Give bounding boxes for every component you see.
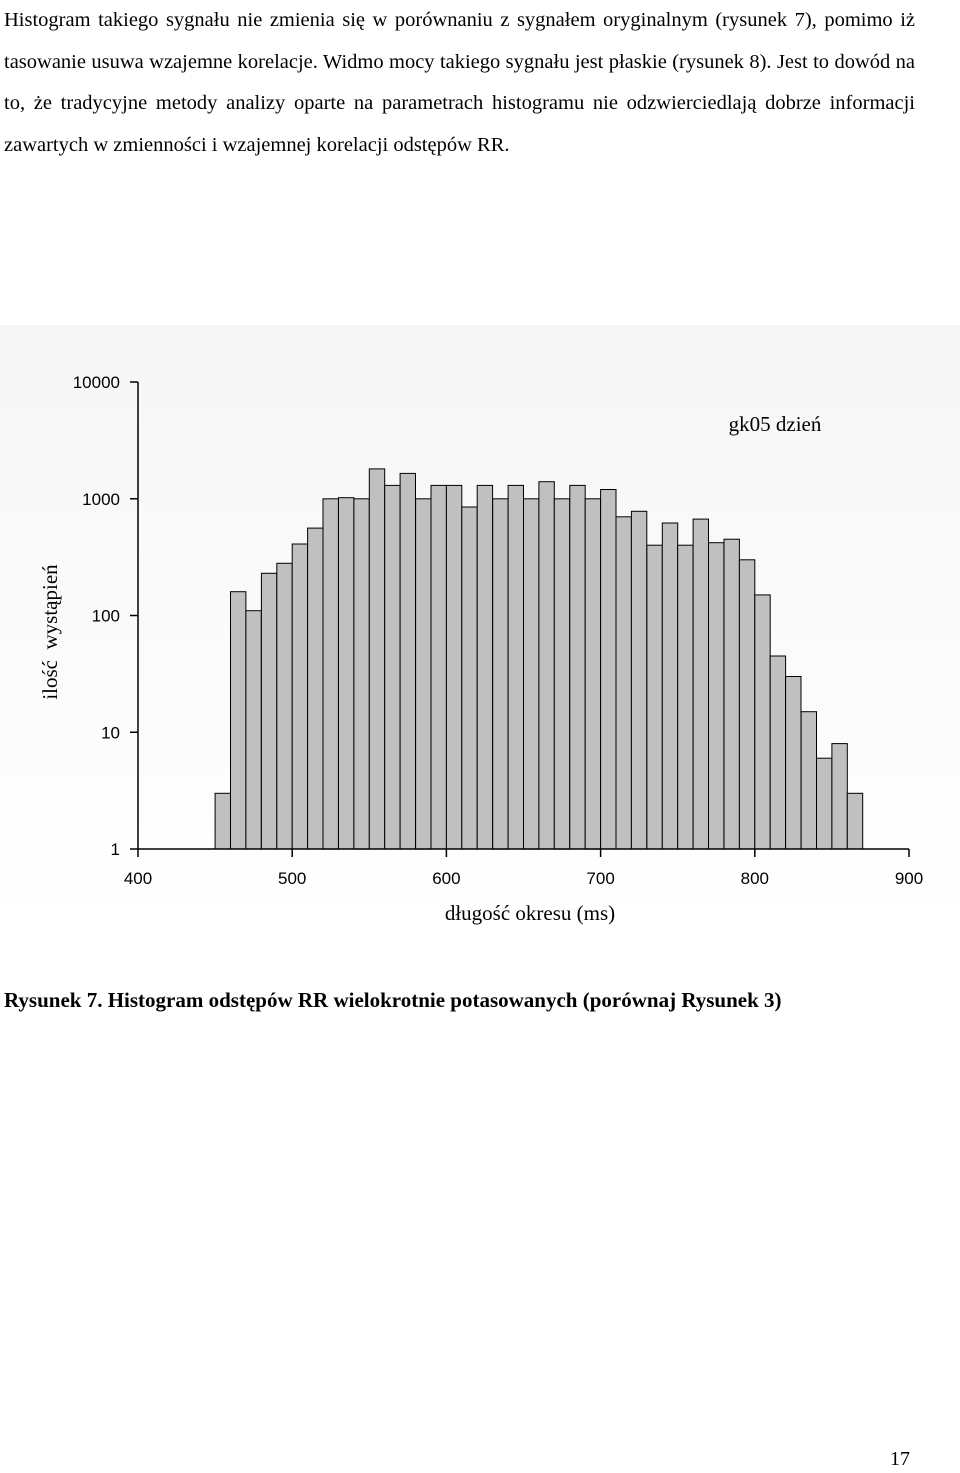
- histogram-bar: [816, 757, 833, 850]
- histogram-bar: [738, 559, 756, 850]
- histogram-bar: [538, 481, 555, 850]
- x-ticks-group: 400 500 600 700 800 900: [124, 849, 923, 888]
- figure-caption: Rysunek 7. Histogram odstępów RR wielokr…: [4, 988, 782, 1012]
- histogram-bar: [846, 792, 864, 850]
- histogram-bar: [785, 676, 802, 850]
- histogram-bar: [276, 562, 293, 850]
- histogram-bar: [476, 484, 494, 850]
- histogram-bar: [461, 506, 478, 850]
- body-paragraph: Histogram takiego sygnału nie zmienia si…: [4, 9, 915, 156]
- y-tick-label: 10000: [73, 373, 120, 392]
- histogram-bar: [569, 484, 586, 850]
- histogram-bar: [291, 543, 309, 850]
- x-tick-label: 600: [432, 869, 460, 888]
- histogram-chart: 1 10 100 1000 10000 400 500 600 700 800 900 gk05 …: [0, 325, 960, 930]
- histogram-bar: [800, 711, 817, 850]
- histogram-bar: [415, 498, 432, 850]
- x-tick-label: 800: [741, 869, 769, 888]
- y-tick-label: 1: [111, 840, 120, 859]
- histogram-bar: [384, 484, 401, 850]
- y-tick-label: 10: [101, 723, 120, 742]
- histogram-bar: [723, 538, 740, 850]
- histogram-bar: [492, 498, 509, 850]
- x-tick-label: 700: [586, 869, 614, 888]
- histogram-bar: [507, 484, 525, 850]
- histogram-bar: [630, 510, 648, 850]
- histogram-bar: [600, 489, 617, 850]
- histogram-bar: [353, 498, 370, 850]
- histogram-bar: [322, 498, 339, 850]
- bars-group: [214, 468, 864, 850]
- y-ticks-group: 1 10 100 1000 10000: [73, 373, 138, 859]
- histogram-bar: [338, 497, 355, 850]
- y-tick-label: 1000: [82, 490, 120, 509]
- histogram-bar: [708, 542, 725, 850]
- histogram-bar: [307, 527, 324, 850]
- x-axis-label: długość okresu (ms): [445, 901, 615, 925]
- x-tick-label: 500: [278, 869, 306, 888]
- histogram-bar: [692, 518, 709, 850]
- chart-title: gk05 dzień: [729, 412, 822, 436]
- histogram-bar: [230, 591, 247, 850]
- histogram-bar: [646, 544, 663, 850]
- histogram-bar: [430, 484, 447, 850]
- histogram-bar: [523, 498, 540, 850]
- y-axis-label: ilość wystąpień: [38, 564, 62, 700]
- histogram-bar: [769, 655, 787, 850]
- histogram-bar: [260, 572, 278, 850]
- histogram-figure: 1 10 100 1000 10000 400 500 600 700 800 900 gk05 …: [0, 325, 960, 930]
- histogram-bar: [214, 792, 232, 850]
- histogram-bar: [677, 544, 694, 850]
- histogram-bar: [661, 522, 679, 850]
- histogram-bar: [754, 594, 771, 850]
- histogram-bar: [399, 472, 417, 850]
- histogram-bar: [553, 498, 571, 850]
- x-tick-label: 400: [124, 869, 152, 888]
- histogram-bar: [368, 468, 386, 850]
- x-tick-label: 900: [895, 869, 923, 888]
- y-tick-label: 100: [92, 607, 120, 626]
- histogram-bar: [615, 516, 632, 850]
- histogram-bar: [245, 610, 262, 850]
- histogram-bar: [445, 484, 463, 850]
- histogram-bar: [584, 498, 602, 850]
- page-number: 17: [890, 1448, 910, 1470]
- histogram-bar: [831, 743, 848, 850]
